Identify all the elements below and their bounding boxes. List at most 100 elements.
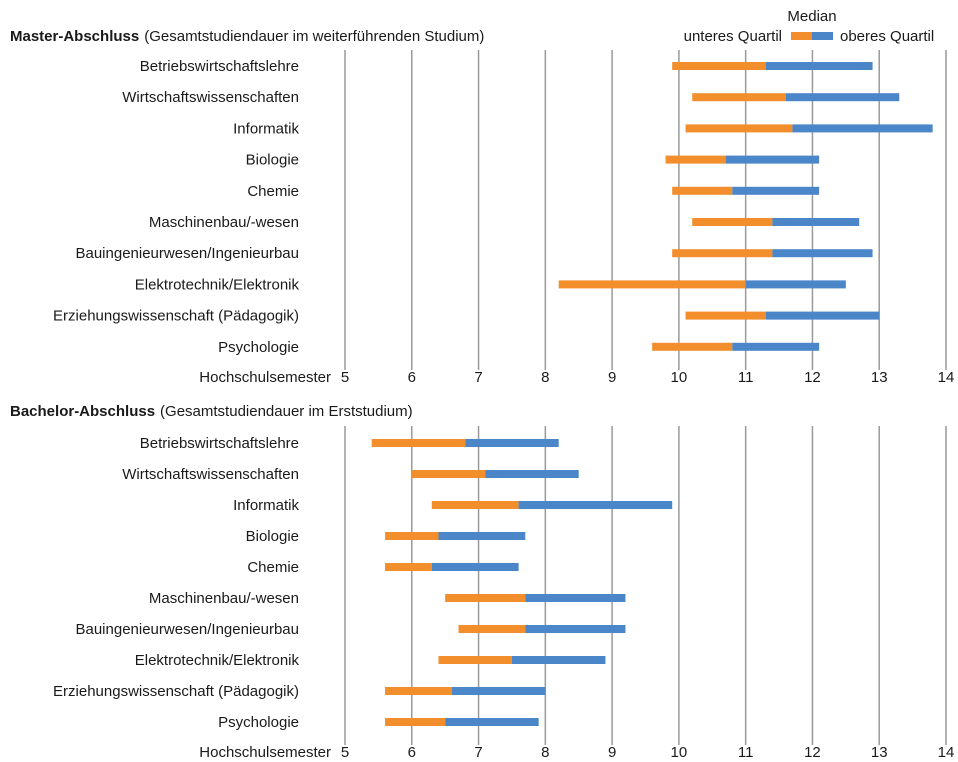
bar-lower-quartile <box>692 93 786 102</box>
bar-upper-quartile <box>725 155 820 164</box>
category-label: Informatik <box>233 497 299 514</box>
bar-lower-quartile <box>385 687 452 695</box>
bar-lower-quartile <box>458 625 526 633</box>
panel-bachelor-tick-labels: 5 6 7 8 9 10 11 12 13 14 <box>341 744 955 761</box>
bar-lower-quartile <box>692 218 773 226</box>
bar-upper-quartile <box>465 439 559 447</box>
legend-upper-swatch <box>812 32 833 40</box>
category-label: Chemie <box>247 183 299 200</box>
tick-label: 10 <box>671 744 688 761</box>
legend-median-label: Median <box>787 8 836 25</box>
bar-upper-quartile <box>785 93 900 102</box>
tick-label: 5 <box>341 744 349 761</box>
tick-label: 6 <box>408 369 416 386</box>
panel-master-category-labels: Betriebswirtschaftslehre Wirtschaftswisse… <box>53 58 299 356</box>
bar-lower-quartile <box>411 470 486 478</box>
tick-label: 14 <box>938 369 955 386</box>
category-label: Psychologie <box>218 714 299 731</box>
tick-label: 13 <box>871 744 888 761</box>
panel-master-tick-labels: 5 6 7 8 9 10 11 12 13 14 <box>341 369 955 386</box>
category-label: Bauingenieurwesen/Ingenieurbau <box>75 245 299 262</box>
category-label: Psychologie <box>218 339 299 356</box>
bar-lower-quartile <box>385 718 446 726</box>
bar-upper-quartile <box>511 656 606 664</box>
panel-master-title-rest: (Gesamtstudiendauer im weiterführenden S… <box>144 28 484 45</box>
panel-bachelor: Bachelor-Abschluss (Gesamtstudiendauer im… <box>10 403 954 761</box>
tick-label: 11 <box>738 744 754 761</box>
tick-label: 8 <box>541 744 549 761</box>
bar-upper-quartile <box>451 687 546 695</box>
category-label: Maschinenbau/-wesen <box>149 214 299 231</box>
panel-bachelor-category-labels: Betriebswirtschaftslehre Wirtschaftswisse… <box>53 435 299 731</box>
legend-upper-label: oberes Quartil <box>840 28 934 45</box>
category-label: Elektrotechnik/Elektronik <box>135 276 300 293</box>
category-label: Betriebswirtschaftslehre <box>140 58 299 75</box>
tick-label: 12 <box>804 744 821 761</box>
panel-master-xlabel: Hochschulsemester <box>199 369 331 386</box>
panel-bachelor-bars <box>371 439 673 726</box>
category-label: Betriebswirtschaftslehre <box>140 435 299 452</box>
bar-upper-quartile <box>765 311 880 320</box>
bar-lower-quartile <box>438 656 512 664</box>
category-label: Informatik <box>233 120 299 137</box>
bar-lower-quartile <box>672 186 733 195</box>
bar-lower-quartile <box>385 563 432 571</box>
panel-bachelor-xlabel: Hochschulsemester <box>199 744 331 761</box>
tick-label: 9 <box>608 744 616 761</box>
bar-lower-quartile <box>385 532 439 540</box>
category-label: Elektrotechnik/Elektronik <box>135 652 300 669</box>
bar-upper-quartile <box>772 249 873 258</box>
bar-lower-quartile <box>685 124 793 133</box>
tick-label: 10 <box>671 369 688 386</box>
tick-label: 13 <box>871 369 888 386</box>
bar-upper-quartile <box>772 218 860 226</box>
bar-lower-quartile <box>445 594 526 602</box>
bar-upper-quartile <box>732 186 820 195</box>
category-label: Biologie <box>246 152 299 169</box>
bar-upper-quartile <box>445 718 539 726</box>
tick-label: 6 <box>408 744 416 761</box>
category-label: Chemie <box>247 559 299 576</box>
tick-label: 8 <box>541 369 549 386</box>
tick-label: 12 <box>804 369 821 386</box>
bar-upper-quartile <box>745 280 846 289</box>
panel-master-title-bold: Master-Abschluss <box>10 28 139 45</box>
category-label: Biologie <box>246 528 299 545</box>
bar-upper-quartile <box>525 625 626 633</box>
category-label: Wirtschaftswissenschaften <box>122 466 299 483</box>
tick-label: 11 <box>738 369 754 386</box>
tick-label: 7 <box>474 369 482 386</box>
bar-lower-quartile <box>665 155 726 164</box>
category-label: Erziehungswissenschaft (Pädagogik) <box>53 308 299 325</box>
bar-upper-quartile <box>792 124 933 133</box>
panel-bachelor-title-bold: Bachelor-Abschluss <box>10 403 155 420</box>
bar-upper-quartile <box>765 62 873 70</box>
panel-master-gridlines <box>344 50 947 370</box>
category-label: Maschinenbau/-wesen <box>149 590 299 607</box>
legend-lower-swatch <box>791 32 812 40</box>
panel-master-bars <box>558 62 933 351</box>
tick-label: 9 <box>608 369 616 386</box>
bar-upper-quartile <box>518 501 673 509</box>
tick-label: 14 <box>938 744 955 761</box>
bar-lower-quartile <box>431 501 519 509</box>
panel-master: Master-Abschluss (Gesamtstudiendauer im w… <box>10 28 954 386</box>
legend-lower-label: unteres Quartil <box>684 28 782 45</box>
category-label: Bauingenieurwesen/Ingenieurbau <box>75 621 299 638</box>
bar-lower-quartile <box>558 280 746 289</box>
category-label: Wirtschaftswissenschaften <box>122 89 299 106</box>
tick-label: 5 <box>341 369 349 386</box>
panel-bachelor-gridlines <box>344 426 947 745</box>
bar-lower-quartile <box>371 439 466 447</box>
bar-upper-quartile <box>485 470 579 478</box>
legend: Median unteres Quartil oberes Quartil <box>684 8 935 45</box>
bar-upper-quartile <box>438 532 526 540</box>
bar-lower-quartile <box>672 62 766 70</box>
panel-bachelor-title: Bachelor-Abschluss (Gesamtstudiendauer im… <box>10 403 413 420</box>
category-label: Erziehungswissenschaft (Pädagogik) <box>53 683 299 700</box>
bar-lower-quartile <box>685 311 766 320</box>
panel-master-title: Master-Abschluss (Gesamtstudiendauer im w… <box>10 28 484 45</box>
bar-lower-quartile <box>672 249 773 258</box>
tick-label: 7 <box>474 744 482 761</box>
